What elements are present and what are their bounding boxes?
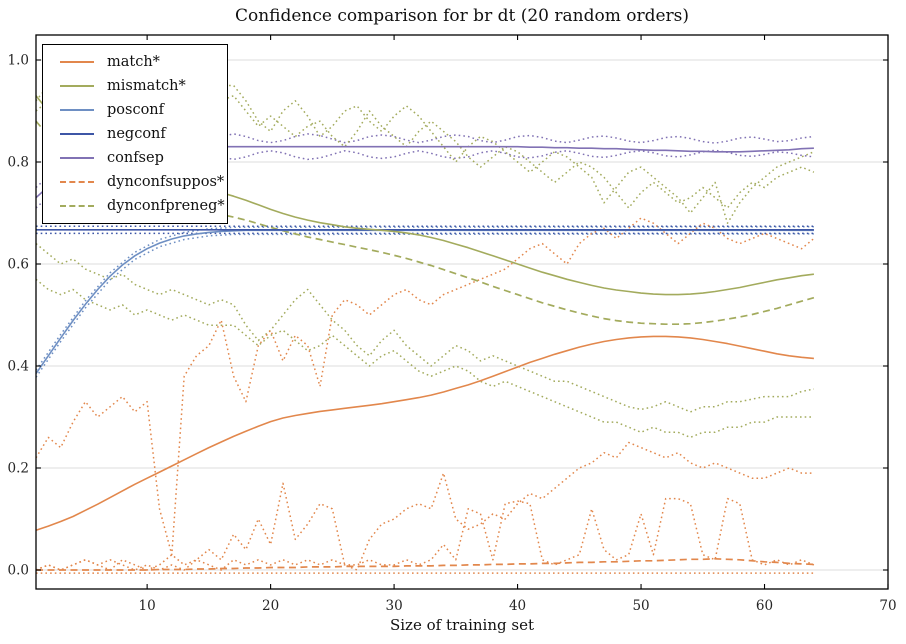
legend-label: dynconfpreneg* xyxy=(107,197,225,214)
y-tick-label: 0.6 xyxy=(8,257,29,273)
legend-label: negconf xyxy=(107,125,166,142)
series-match-band-hi xyxy=(35,217,815,556)
legend-label: mismatch* xyxy=(107,77,186,94)
x-tick-label: 50 xyxy=(632,598,649,614)
x-tick-label: 10 xyxy=(139,598,156,614)
y-tick-label: 0.0 xyxy=(8,563,29,579)
series-posconf-band-lo xyxy=(35,233,814,378)
plot-frame xyxy=(35,34,889,590)
legend-item-dynconfpreneg: dynconfpreneg* xyxy=(43,195,227,218)
legend-item-mismatch: mismatch* xyxy=(43,75,227,98)
x-tick-label: 40 xyxy=(509,598,526,614)
legend-line-sample xyxy=(60,181,94,183)
series-mismatch-band-lo xyxy=(35,243,815,413)
legend-item-dynconfsuppos: dynconfsuppos* xyxy=(43,171,227,194)
x-tick-label: 60 xyxy=(756,598,773,614)
legend-line-sample xyxy=(60,109,94,111)
legend-label: match* xyxy=(107,53,160,70)
legend-item-posconf: posconf xyxy=(43,99,227,122)
legend-label: confsep xyxy=(107,149,164,166)
legend-line-sample xyxy=(60,157,94,159)
legend-line-sample xyxy=(60,85,94,87)
series-dynconfsuppos xyxy=(36,557,814,571)
x-tick-label: 30 xyxy=(385,598,402,614)
legend-item-negconf: negconf xyxy=(43,123,227,146)
legend-item-match: match* xyxy=(43,51,227,74)
series-match-band-lo xyxy=(35,441,814,571)
x-axis-label: Size of training set xyxy=(389,616,534,634)
legend-line-sample xyxy=(60,61,94,63)
y-tick-label: 0.2 xyxy=(8,461,29,477)
legend-label: dynconfsuppos* xyxy=(107,173,225,190)
y-tick-label: 0.4 xyxy=(8,359,29,375)
legend: match* mismatch* posconf negconf confsep dync… xyxy=(42,44,228,224)
series-suppos-band-hi xyxy=(35,497,815,571)
series-match xyxy=(35,335,814,531)
legend-label: posconf xyxy=(107,101,165,118)
x-tick-label: 70 xyxy=(879,598,896,614)
legend-line-sample xyxy=(60,205,94,207)
x-tick-label: 20 xyxy=(262,598,279,614)
legend-item-confsep: confsep xyxy=(43,147,227,170)
legend-line-sample xyxy=(60,133,94,135)
series-posconf-band-hi xyxy=(35,226,814,371)
chart-title: Confidence comparison for br dt (20 rand… xyxy=(234,6,690,26)
y-tick-label: 0.8 xyxy=(8,155,29,171)
series-preneg-band-hi xyxy=(35,89,815,209)
y-tick-label: 1.0 xyxy=(8,53,29,69)
series-preneg-band-lo xyxy=(35,278,814,439)
